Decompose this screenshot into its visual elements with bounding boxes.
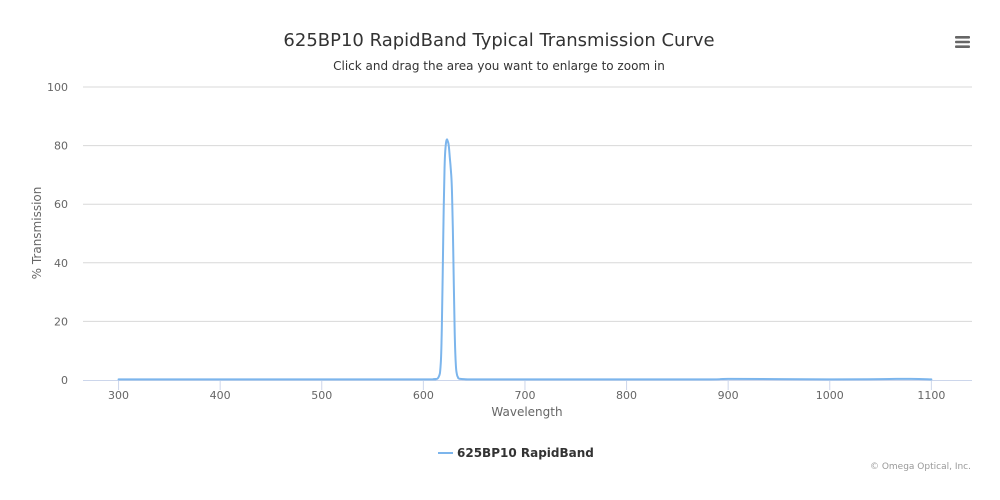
legend[interactable]: 625BP10 RapidBand [438, 446, 594, 460]
x-tick-label-400: 400 [210, 389, 231, 402]
y-tick-label-0: 0 [61, 374, 68, 387]
y-tick-label-100: 100 [47, 81, 68, 94]
y-tick-label-20: 20 [54, 315, 68, 328]
chart-subtitle: Click and drag the area you want to enla… [333, 59, 665, 73]
chart-title: 625BP10 RapidBand Typical Transmission C… [283, 30, 714, 51]
y-tick-label-40: 40 [54, 257, 68, 270]
x-tick-label-900: 900 [718, 389, 739, 402]
credits-text[interactable]: © Omega Optical, Inc. [870, 462, 971, 472]
x-axis: 300 400 500 600 700 800 900 1000 1100 [83, 380, 972, 402]
y-tick-label-60: 60 [54, 198, 68, 211]
y-gridlines [83, 86, 972, 322]
x-tick-label-1000: 1000 [816, 389, 844, 402]
x-tick-label-1100: 1100 [917, 389, 945, 402]
x-tick-label-800: 800 [616, 389, 637, 402]
x-tick-label-300: 300 [108, 389, 129, 402]
x-tick-label-700: 700 [514, 389, 535, 402]
x-tick-label-600: 600 [413, 389, 434, 402]
hamburger-menu-icon [955, 36, 970, 48]
legend-label: 625BP10 RapidBand [457, 446, 594, 460]
y-tick-label-80: 80 [54, 140, 68, 153]
legend-item-0[interactable]: 625BP10 RapidBand [438, 446, 594, 460]
x-axis-title: Wavelength [491, 405, 562, 419]
y-axis-ticks: 0 20 40 60 80 100 [47, 81, 68, 387]
series-line-0[interactable] [117, 138, 933, 381]
x-tick-label-500: 500 [311, 389, 332, 402]
plot-series [117, 138, 933, 381]
chart-menu-button[interactable] [951, 32, 973, 52]
y-axis-title: % Transmission [30, 187, 44, 280]
